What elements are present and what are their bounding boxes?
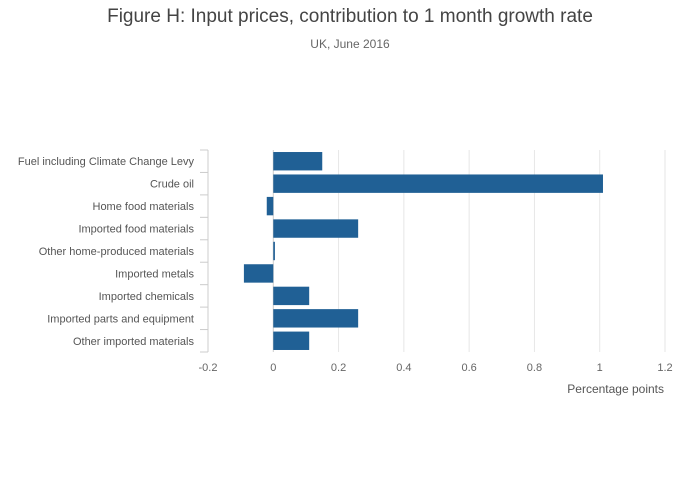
category-label: Other home-produced materials (39, 246, 195, 258)
category-label: Imported food materials (78, 224, 194, 236)
y-axis (200, 149, 209, 353)
x-axis-title: Percentage points (567, 382, 664, 396)
category-label: Home food materials (93, 201, 195, 213)
bar (273, 309, 359, 328)
bar (273, 241, 275, 261)
category-labels: Fuel including Climate Change Levy Crude … (18, 156, 195, 348)
bar (273, 174, 603, 193)
x-tick-label: -0.2 (199, 362, 218, 374)
category-label: Other imported materials (73, 336, 195, 348)
x-tick-label: 0.8 (527, 362, 542, 374)
bar (273, 219, 359, 238)
bar (266, 196, 274, 216)
bar (273, 286, 310, 306)
bar (243, 264, 274, 283)
x-tick-label: 1.2 (657, 362, 672, 374)
category-label: Imported parts and equipment (47, 313, 194, 325)
bars (243, 152, 603, 350)
x-tick-label: 0.2 (331, 362, 346, 374)
category-label: Crude oil (150, 179, 194, 191)
chart-subtitle: UK, June 2016 (310, 37, 390, 51)
chart-title: Figure H: Input prices, contribution to … (107, 6, 593, 27)
bar (273, 152, 323, 171)
category-label: Fuel including Climate Change Levy (18, 156, 195, 168)
x-tick-labels: -0.2 0 0.2 0.4 0.6 0.8 1 1.2 (199, 362, 673, 374)
x-tick-label: 0.6 (461, 362, 476, 374)
category-label: Imported metals (115, 268, 194, 280)
x-tick-label: 0.4 (396, 362, 411, 374)
x-tick-label: 0 (270, 362, 276, 374)
x-tick-label: 1 (597, 362, 603, 374)
bar (273, 331, 310, 350)
category-label: Imported chemicals (99, 291, 195, 303)
